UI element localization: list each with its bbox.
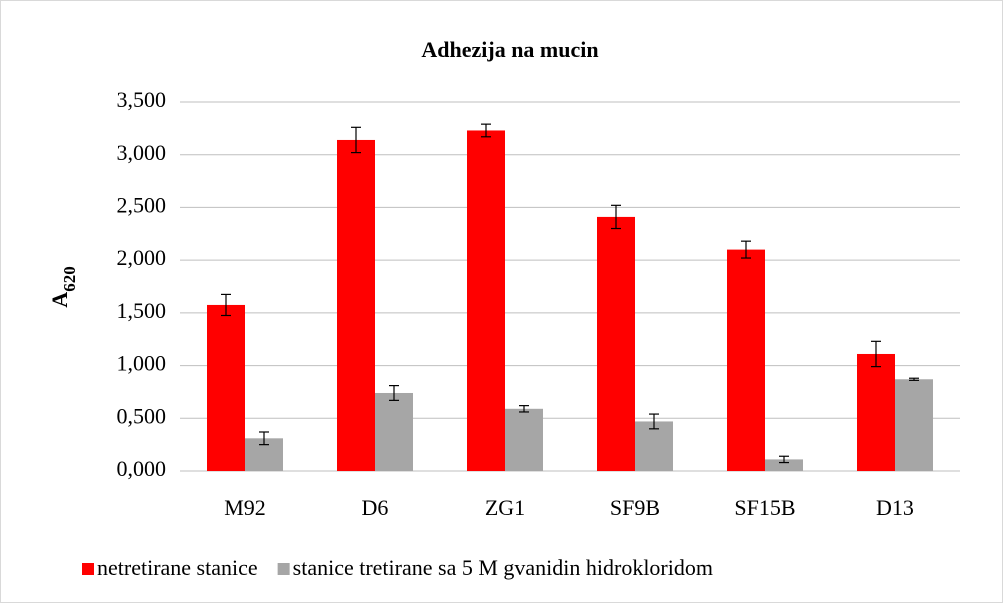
x-tick-label: SF15B	[734, 495, 795, 520]
bar	[895, 379, 933, 471]
bar	[207, 304, 245, 471]
bar	[505, 408, 543, 471]
x-tick-label: ZG1	[485, 495, 525, 520]
y-axis-label: A620	[47, 266, 79, 307]
bar	[467, 130, 505, 472]
y-tick-label: 3,000	[117, 140, 167, 165]
x-tick-label: D6	[362, 495, 389, 520]
error-bar	[741, 240, 751, 259]
bar	[375, 392, 413, 471]
bar	[857, 353, 895, 471]
y-tick-label: 3,500	[117, 87, 167, 112]
bar	[727, 249, 765, 471]
bar	[635, 421, 673, 471]
error-bar	[221, 293, 231, 317]
error-bar	[611, 204, 621, 230]
y-tick-label: 0,500	[117, 403, 167, 428]
legend-swatch	[277, 563, 290, 575]
error-bar	[351, 126, 361, 154]
x-tick-label: M92	[224, 495, 266, 520]
bar	[765, 459, 803, 471]
y-tick-label: 2,500	[117, 192, 167, 217]
bar	[337, 139, 375, 471]
error-bar	[649, 413, 659, 430]
chart-title: Adhezija na mucin	[421, 37, 598, 62]
legend-label: netretirane stanice	[97, 555, 258, 580]
legend-swatch	[82, 563, 94, 575]
x-tick-label: SF9B	[610, 495, 660, 520]
error-bar	[259, 431, 269, 446]
error-bar	[481, 123, 491, 138]
y-tick-label: 1,000	[117, 351, 167, 376]
legend-label: stanice tretirane sa 5 M gvanidin hidrok…	[293, 555, 713, 580]
bar	[597, 216, 635, 471]
error-bar	[779, 455, 789, 464]
x-tick-label: D13	[876, 495, 914, 520]
y-tick-label: 2,000	[117, 245, 167, 270]
y-tick-label: 0,000	[117, 456, 167, 481]
y-axis-label-sub: 620	[60, 266, 79, 292]
error-bar	[909, 377, 919, 381]
error-bar	[871, 340, 881, 368]
y-axis-label-base: A	[47, 292, 72, 308]
error-bar	[519, 405, 529, 413]
error-bar	[389, 385, 399, 401]
y-tick-label: 1,500	[117, 298, 167, 323]
